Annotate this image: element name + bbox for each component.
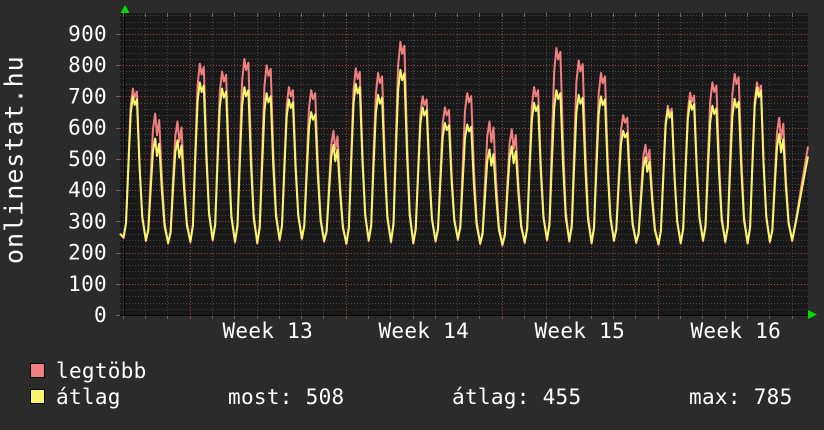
y-tick-label: 900 [68,22,107,46]
stat-average: átlag: 455 [452,385,582,409]
y-tick-label: 800 [68,53,107,77]
y-tick-label: 100 [68,272,107,296]
y-axis-arrow-icon [120,5,130,13]
legend-swatch-legtobb [30,363,45,378]
x-week-label: Week 13 [222,319,313,343]
y-tick-label: 500 [68,147,107,171]
legend-swatch-atlag [30,389,45,404]
stat-current: most: 508 [228,385,345,409]
axis-labels: 0 100 200 300 400 500 600 700 800 900 Week 13 Week … [68,22,781,343]
legend-label-atlag: átlag [56,385,121,409]
x-axis-arrow-icon [808,310,817,319]
y-tick-label: 400 [68,178,107,202]
legend-label-legtobb: legtöbb [56,359,147,383]
y-tick-label: 200 [68,241,107,265]
x-week-label: Week 14 [378,319,469,343]
y-tick-label: 600 [68,116,107,140]
traffic-chart: 0 100 200 300 400 500 600 700 800 900 Week 13 Week … [68,5,817,343]
gridlines [116,13,808,319]
y-tick-label: 700 [68,84,107,108]
series-line-atlag [119,68,809,246]
stat-maximum: max: 785 [689,385,793,409]
y-tick-label: 0 [94,303,107,327]
x-week-label: Week 15 [534,319,625,343]
y-tick-label: 300 [68,209,107,233]
x-week-label: Week 16 [690,319,781,343]
